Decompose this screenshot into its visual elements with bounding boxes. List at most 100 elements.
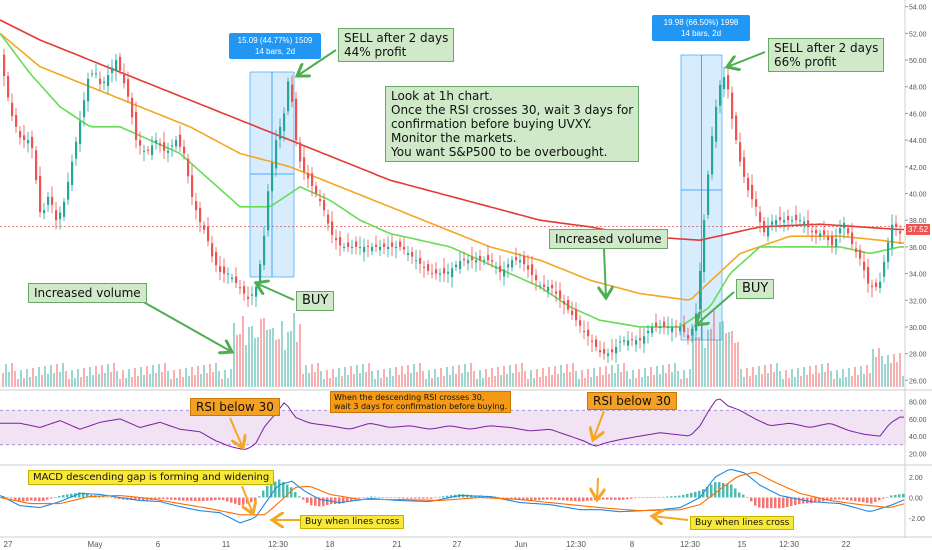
macd-histogram-bar bbox=[110, 497, 113, 499]
candle-body bbox=[7, 76, 10, 98]
macd-histogram-bar bbox=[138, 497, 141, 501]
candle-body bbox=[807, 220, 810, 227]
volume-bar bbox=[47, 374, 49, 387]
macd-histogram-bar bbox=[550, 497, 553, 500]
volume-bar bbox=[335, 377, 337, 387]
price-tick-label: 30.00 bbox=[909, 325, 927, 332]
last-price-tag: 37.52 bbox=[906, 224, 931, 235]
candle-body bbox=[543, 284, 546, 287]
candle-body bbox=[587, 329, 590, 337]
macd-histogram-bar bbox=[38, 497, 41, 502]
macd-histogram-bar bbox=[186, 497, 189, 501]
volume-bar bbox=[263, 318, 265, 387]
macd-histogram-bar bbox=[598, 497, 601, 500]
macd-histogram-bar bbox=[414, 497, 417, 499]
macd-histogram-bar bbox=[578, 497, 581, 502]
macd-histogram-bar bbox=[18, 497, 21, 501]
volume-bar bbox=[824, 372, 826, 387]
volume-bar bbox=[233, 323, 235, 387]
candle-body bbox=[715, 106, 718, 142]
macd-histogram-bar bbox=[570, 497, 573, 501]
candle-body bbox=[423, 266, 426, 268]
macd-histogram-bar bbox=[410, 497, 413, 499]
volume-bar bbox=[317, 363, 319, 387]
candle-body bbox=[567, 299, 570, 310]
volume-bar bbox=[746, 368, 748, 387]
volume-bar bbox=[713, 311, 715, 387]
macd-histogram-bar bbox=[562, 497, 565, 501]
candle-body bbox=[595, 339, 598, 347]
candle-body bbox=[783, 220, 786, 223]
macd-histogram-bar bbox=[590, 497, 593, 501]
volume-bar bbox=[692, 326, 694, 387]
volume-bar bbox=[827, 363, 829, 387]
candle-body bbox=[375, 244, 378, 247]
macd-histogram-bar bbox=[426, 497, 429, 499]
candle-body bbox=[755, 199, 758, 207]
price-tick-label: 40.00 bbox=[909, 192, 927, 199]
candle-body bbox=[215, 252, 218, 266]
volume-bar bbox=[119, 379, 121, 387]
time-axis-label: 11 bbox=[222, 540, 231, 549]
macd-histogram-bar bbox=[170, 497, 173, 500]
candle-body bbox=[43, 210, 46, 214]
macd-histogram-bar bbox=[282, 481, 285, 498]
macd-histogram-bar bbox=[710, 484, 713, 498]
macd-histogram-bar bbox=[26, 497, 29, 501]
volume-bar bbox=[215, 363, 217, 387]
macd-histogram-bar bbox=[706, 486, 709, 498]
macd-histogram-bar bbox=[62, 495, 65, 498]
volume-bar bbox=[755, 375, 757, 387]
volume-bar bbox=[383, 369, 385, 387]
volume-bar bbox=[122, 370, 124, 387]
macd-histogram-bar bbox=[766, 497, 769, 509]
volume-bar bbox=[860, 366, 862, 387]
macd-histogram-bar bbox=[714, 482, 717, 498]
volume-bar bbox=[11, 363, 13, 387]
macd-histogram-bar bbox=[630, 497, 633, 499]
macd-histogram-bar bbox=[574, 497, 577, 502]
volume-bar bbox=[161, 372, 163, 387]
candle-body bbox=[119, 56, 122, 71]
volume-bar bbox=[470, 363, 472, 387]
candle-body bbox=[579, 320, 582, 326]
volume-bar bbox=[236, 335, 238, 387]
volume-bar bbox=[881, 356, 883, 387]
macd-histogram-bar bbox=[554, 497, 557, 500]
volume-bar bbox=[398, 375, 400, 387]
candle-body bbox=[171, 145, 174, 147]
candle-body bbox=[35, 150, 38, 181]
macd-histogram-bar bbox=[698, 490, 701, 498]
price-tick-label: 50.00 bbox=[909, 58, 927, 65]
volume-bar bbox=[23, 378, 25, 387]
macd-histogram-bar bbox=[118, 497, 121, 500]
volume-bar bbox=[500, 375, 502, 387]
volume-bar bbox=[32, 368, 34, 387]
macd-histogram-bar bbox=[30, 497, 33, 501]
macd-histogram-bar bbox=[794, 497, 797, 506]
volume-bar bbox=[458, 365, 460, 387]
macd-histogram-bar bbox=[386, 497, 389, 499]
macd-histogram-bar bbox=[318, 497, 321, 507]
volume-bar bbox=[404, 374, 406, 387]
volume-bar bbox=[650, 367, 652, 387]
volume-bar bbox=[725, 333, 727, 387]
volume-bar bbox=[602, 375, 604, 387]
candle-body bbox=[843, 222, 846, 229]
candle-body bbox=[431, 273, 434, 275]
macd-histogram-bar bbox=[202, 497, 205, 502]
candle-body bbox=[571, 310, 574, 315]
macd-histogram-bar bbox=[310, 497, 313, 506]
macd-histogram-bar bbox=[778, 497, 781, 509]
volume-bar bbox=[254, 338, 256, 387]
candle-body bbox=[723, 77, 726, 90]
rsi-band bbox=[0, 410, 905, 445]
macd-histogram-bar bbox=[422, 497, 425, 499]
volume-bar bbox=[413, 364, 415, 387]
volume-bar bbox=[221, 379, 223, 387]
volume-bar bbox=[257, 337, 259, 387]
candle-body bbox=[259, 264, 262, 283]
candle-body bbox=[227, 273, 230, 275]
volume-bar bbox=[182, 377, 184, 387]
